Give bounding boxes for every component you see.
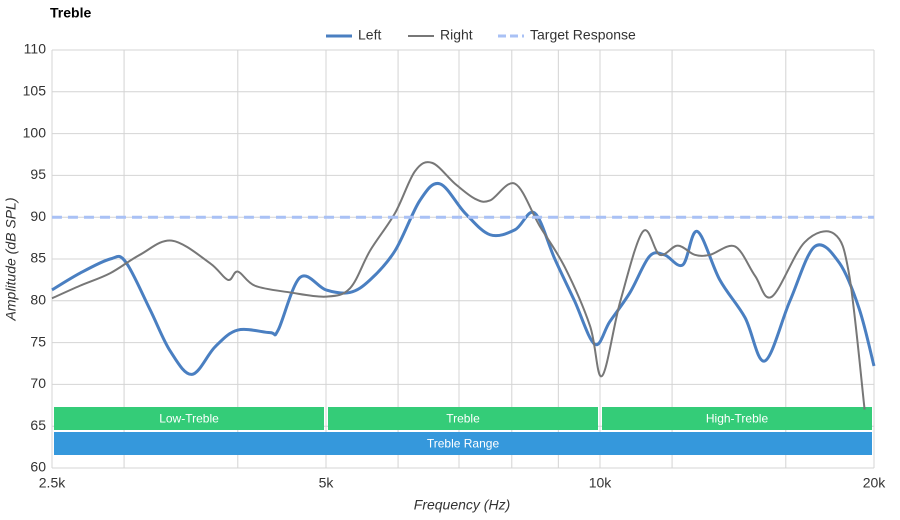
- y-axis-label: Amplitude (dB SPL): [3, 198, 19, 322]
- series-line: [51, 181, 876, 376]
- y-tick-label: 90: [30, 208, 46, 224]
- range-band: [328, 407, 598, 430]
- range-band-label: Treble: [446, 412, 480, 426]
- y-tick-label: 100: [23, 124, 47, 140]
- chart-title: Treble: [50, 5, 91, 21]
- x-axis-label: Frequency (Hz): [414, 497, 510, 513]
- range-band-label: Treble Range: [427, 437, 500, 451]
- x-tick-label: 5k: [319, 475, 335, 491]
- y-tick-label: 85: [30, 250, 46, 266]
- y-tick-label: 60: [30, 459, 46, 475]
- y-tick-label: 80: [30, 292, 46, 308]
- range-band: [54, 407, 324, 430]
- y-tick-label: 110: [24, 41, 47, 57]
- y-tick-label: 95: [30, 166, 46, 182]
- legend-label: Left: [358, 27, 381, 43]
- x-tick-label: 20k: [863, 475, 887, 491]
- y-tick-label: 105: [23, 83, 47, 99]
- series-line: [51, 161, 866, 410]
- x-tick-label: 2.5k: [39, 475, 66, 491]
- range-band: [602, 407, 872, 430]
- range-band-label: Low-Treble: [159, 412, 219, 426]
- y-tick-label: 75: [30, 333, 46, 349]
- range-band: [54, 432, 872, 455]
- legend-label: Target Response: [530, 27, 636, 43]
- range-band-label: High-Treble: [706, 412, 769, 426]
- legend-label: Right: [440, 27, 473, 43]
- y-tick-label: 65: [30, 417, 46, 433]
- y-tick-label: 70: [30, 375, 46, 391]
- x-tick-label: 10k: [589, 475, 613, 491]
